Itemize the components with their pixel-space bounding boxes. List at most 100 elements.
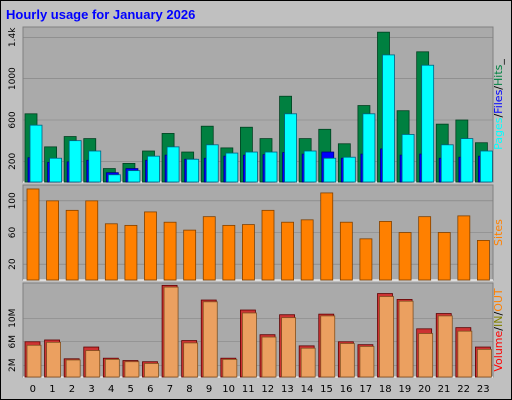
out-bar bbox=[46, 341, 61, 378]
x-tick-label: 4 bbox=[108, 384, 114, 395]
pages-bar bbox=[68, 140, 82, 183]
out-bar bbox=[477, 348, 492, 378]
pages-bar bbox=[303, 150, 317, 183]
sites-bar bbox=[163, 221, 177, 281]
out-bar bbox=[183, 342, 199, 378]
sites-bar bbox=[202, 216, 216, 281]
sites-bar bbox=[26, 188, 40, 281]
pages-bar bbox=[284, 113, 297, 183]
sites-bar bbox=[320, 192, 334, 281]
legend-part: / bbox=[492, 114, 505, 118]
sites-bar bbox=[261, 209, 275, 281]
sites-bar bbox=[477, 240, 490, 281]
pages-bar bbox=[382, 54, 395, 183]
out-bar bbox=[339, 343, 355, 378]
pages-bar bbox=[29, 124, 43, 183]
legend-part: Pages bbox=[492, 117, 505, 150]
out-bar bbox=[124, 361, 140, 378]
x-tick-label: 23 bbox=[477, 384, 490, 395]
x-tick-label: 9 bbox=[206, 384, 212, 395]
sites-y-tick-label: 100 bbox=[8, 192, 18, 209]
pages-bar bbox=[460, 138, 474, 183]
x-tick-label: 22 bbox=[457, 384, 470, 395]
pages-bar bbox=[49, 157, 62, 183]
sites-bar bbox=[242, 224, 255, 281]
pages-bar bbox=[323, 157, 337, 183]
x-tick-label: 6 bbox=[147, 384, 153, 395]
hits-panel bbox=[22, 26, 494, 183]
pages-bar bbox=[264, 151, 278, 183]
x-tick-label: 5 bbox=[128, 384, 134, 395]
pages-bar bbox=[421, 64, 435, 183]
legend-part: Hits bbox=[492, 64, 505, 86]
sites-bar bbox=[281, 221, 294, 281]
out-bar bbox=[261, 336, 277, 378]
pages-bar bbox=[166, 146, 180, 183]
sites-bar bbox=[85, 200, 99, 281]
x-tick-label: 17 bbox=[359, 384, 372, 395]
hits-y-tick-label: 1000 bbox=[8, 67, 18, 90]
out-bar bbox=[242, 312, 257, 378]
sites-bar bbox=[65, 209, 79, 281]
out-bar bbox=[144, 363, 159, 378]
sites-bar bbox=[418, 216, 432, 281]
out-bar bbox=[398, 300, 414, 378]
sites-bar bbox=[359, 238, 373, 281]
pages-bar bbox=[362, 113, 376, 183]
sites-bar bbox=[398, 232, 412, 281]
chart-title: Hourly usage for January 2026 bbox=[6, 7, 196, 22]
sites-bar bbox=[339, 221, 353, 281]
sites-bar bbox=[183, 229, 197, 281]
hits-y-tick-label: 600 bbox=[8, 111, 18, 128]
pages-bar bbox=[480, 150, 493, 183]
legend-part: / bbox=[492, 312, 505, 316]
out-bar bbox=[281, 317, 296, 378]
volume-panel bbox=[22, 282, 494, 378]
out-bar bbox=[437, 315, 453, 378]
x-tick-label: 19 bbox=[399, 384, 412, 395]
out-bar bbox=[85, 350, 101, 378]
x-tick-label: 18 bbox=[379, 384, 392, 395]
legend-part: Sites bbox=[492, 219, 505, 246]
x-tick-label: 14 bbox=[301, 384, 314, 395]
pages-bar bbox=[107, 174, 121, 183]
volume-y-tick-label: 6M bbox=[8, 335, 18, 349]
out-bar bbox=[457, 330, 473, 378]
sites-bar bbox=[300, 219, 314, 281]
x-tick-label: 7 bbox=[167, 384, 173, 395]
x-tick-label: 15 bbox=[320, 384, 333, 395]
sites-y-tick-label: 20 bbox=[8, 258, 18, 270]
out-bar bbox=[26, 344, 42, 378]
pages-bar bbox=[127, 170, 141, 183]
volume-y-tick-label: 10M bbox=[8, 309, 18, 328]
legend-part: / bbox=[492, 86, 505, 90]
sites-bar bbox=[457, 215, 471, 281]
sites-legend-label: Sites bbox=[492, 219, 505, 246]
x-tick-label: 10 bbox=[222, 384, 235, 395]
legend-part: / bbox=[492, 327, 505, 331]
x-tick-label: 1 bbox=[49, 384, 55, 395]
pages-bar bbox=[147, 155, 160, 183]
sites-bar bbox=[104, 223, 118, 281]
sites-bar bbox=[124, 224, 138, 281]
out-bar bbox=[65, 359, 81, 378]
x-tick-label: 11 bbox=[242, 384, 255, 395]
x-tick-label: 3 bbox=[88, 384, 94, 395]
x-tick-label: 2 bbox=[69, 384, 75, 395]
x-tick-label: 20 bbox=[418, 384, 431, 395]
sites-bar bbox=[379, 221, 392, 281]
out-bar bbox=[222, 358, 238, 378]
legend-part: IN bbox=[492, 316, 505, 327]
sites-bar bbox=[222, 224, 236, 281]
x-tick-label: 8 bbox=[186, 384, 192, 395]
volume-y-tick-label: 2M bbox=[8, 359, 18, 373]
out-bar bbox=[418, 333, 434, 378]
out-bar bbox=[359, 346, 375, 378]
hits-y-tick-label: 200 bbox=[8, 152, 18, 169]
legend-part: Files bbox=[492, 89, 505, 113]
out-bar bbox=[202, 301, 218, 378]
sites-bar bbox=[437, 232, 451, 281]
pages-bar bbox=[401, 134, 415, 183]
